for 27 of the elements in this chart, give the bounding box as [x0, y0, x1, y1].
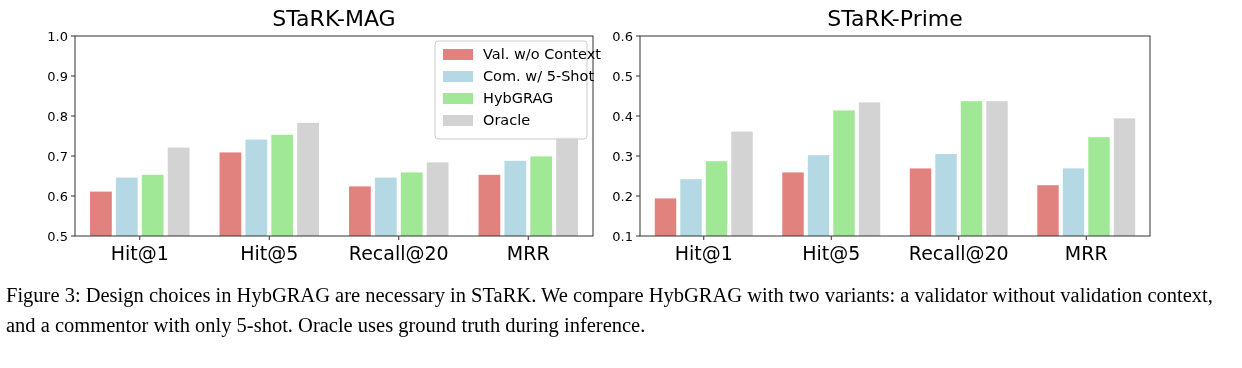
- y-tick-label: 0.6: [47, 188, 68, 204]
- legend-label: Val. w/o Context: [483, 46, 602, 62]
- x-tick-label: Hit@5: [802, 242, 861, 264]
- x-tick-label: Hit@1: [674, 242, 733, 264]
- y-tick-label: 0.5: [612, 68, 633, 84]
- y-tick-label: 0.5: [47, 228, 68, 244]
- y-tick-label: 0.9: [47, 68, 68, 84]
- x-tick-label: MRR: [1064, 242, 1108, 264]
- x-tick-label: Hit@5: [240, 242, 299, 264]
- x-tick-label: MRR: [506, 242, 550, 264]
- y-tick-label: 0.6: [612, 28, 633, 44]
- x-tick-label: Recall@20: [908, 242, 1009, 264]
- x-tick-label: Recall@20: [348, 242, 449, 264]
- caption: Figure 3: Design choices in HybGRAG are necessary in STaRK. We compare HybGRAG with two variants: a validator without validation context, and a commentor with only 5-shot. Oracle uses ground truth during inference.: [6, 283, 1214, 339]
- legend-label: Com. w/ 5-Shot: [483, 68, 595, 84]
- y-tick-label: 0.8: [47, 108, 68, 124]
- y-tick-label: 1.0: [47, 28, 68, 44]
- legend-label: HybGRAG: [483, 90, 554, 106]
- legend-label: Oracle: [483, 112, 531, 128]
- y-tick-label: 0.4: [612, 108, 633, 124]
- y-tick-label: 0.1: [612, 228, 633, 244]
- chart-title: STaRK-MAG: [272, 6, 396, 31]
- y-tick-label: 0.7: [47, 148, 68, 164]
- y-tick-label: 0.3: [612, 148, 633, 164]
- x-tick-label: Hit@1: [110, 242, 169, 264]
- y-tick-label: 0.2: [612, 188, 633, 204]
- chart-title: STaRK-Prime: [827, 6, 963, 31]
